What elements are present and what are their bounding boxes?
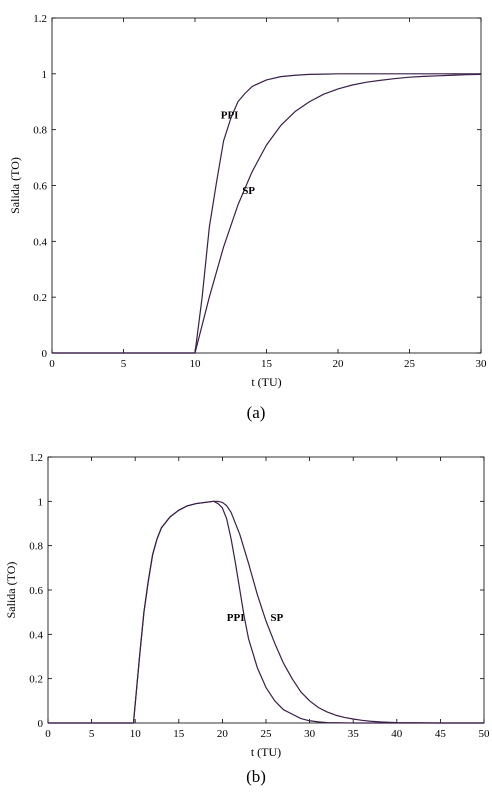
x-tick-label: 30	[476, 358, 488, 370]
x-axis-label: t (TU)	[251, 745, 281, 759]
series-line-ppi	[52, 73, 481, 354]
series-line-sp	[52, 73, 482, 354]
y-tick-label: 1.2	[29, 452, 43, 464]
x-tick-label: 0	[49, 358, 55, 370]
x-axis-label: t (TU)	[251, 375, 281, 389]
x-tick-label: 25	[261, 728, 273, 740]
x-tick-label: 30	[304, 728, 316, 740]
annotation-ppi: PPI	[227, 612, 245, 624]
x-tick-label: 15	[173, 728, 185, 740]
y-tick-label: 0	[38, 718, 44, 730]
y-tick-label: 0.6	[33, 181, 47, 193]
x-tick-label: 5	[89, 728, 95, 740]
x-tick-label: 0	[45, 728, 51, 740]
y-tick-label: 1	[38, 496, 44, 508]
y-tick-label: 1	[42, 69, 48, 81]
annotation-sp: SP	[270, 612, 283, 624]
x-tick-label: 15	[261, 358, 273, 370]
x-tick-label: 40	[391, 728, 403, 740]
y-tick-label: 0.8	[29, 541, 43, 553]
chart-b: 0 5 10 15 20 25 30 35 40 45 50 0 0.2 0.4 0.6 0.8 1 1.2 PPI…	[4, 452, 490, 786]
y-tick-label: 1.2	[33, 13, 47, 25]
panel-label: (a)	[247, 403, 266, 422]
y-tick-label: 0	[42, 348, 48, 360]
y-tick-label: 0.2	[29, 674, 43, 686]
plot-frame	[51, 17, 482, 354]
x-tick-label: 35	[348, 728, 360, 740]
y-axis-label: Salida (TO)	[8, 157, 22, 214]
x-tick-label: 45	[435, 728, 447, 740]
panel-label: (b)	[246, 767, 266, 786]
x-tick-label: 50	[479, 728, 491, 740]
y-tick-label: 0.6	[29, 585, 43, 597]
x-tick-label: 10	[130, 728, 142, 740]
y-tick-label: 0.4	[33, 236, 47, 248]
y-tick-label: 0.8	[33, 125, 47, 137]
y-axis-label: Salida (TO)	[4, 562, 18, 619]
x-tick-label: 20	[217, 728, 229, 740]
chart-a: 0 5 10 15 20 25 30 0 0.2 0.4 0.6 0.8 1 1.2 PPI SP t (TU)…	[8, 13, 487, 422]
x-tick-label: 20	[333, 358, 345, 370]
x-tick-label: 25	[404, 358, 416, 370]
annotation-ppi: PPI	[221, 110, 239, 122]
series-line-ppi	[48, 500, 484, 724]
annotation-sp: SP	[242, 185, 255, 197]
x-tick-label: 5	[121, 358, 127, 370]
series-line-sp	[48, 500, 484, 724]
plot-frame	[47, 456, 485, 724]
y-tick-label: 0.2	[33, 292, 47, 304]
y-tick-label: 0.4	[29, 629, 43, 641]
x-tick-label: 10	[190, 358, 202, 370]
